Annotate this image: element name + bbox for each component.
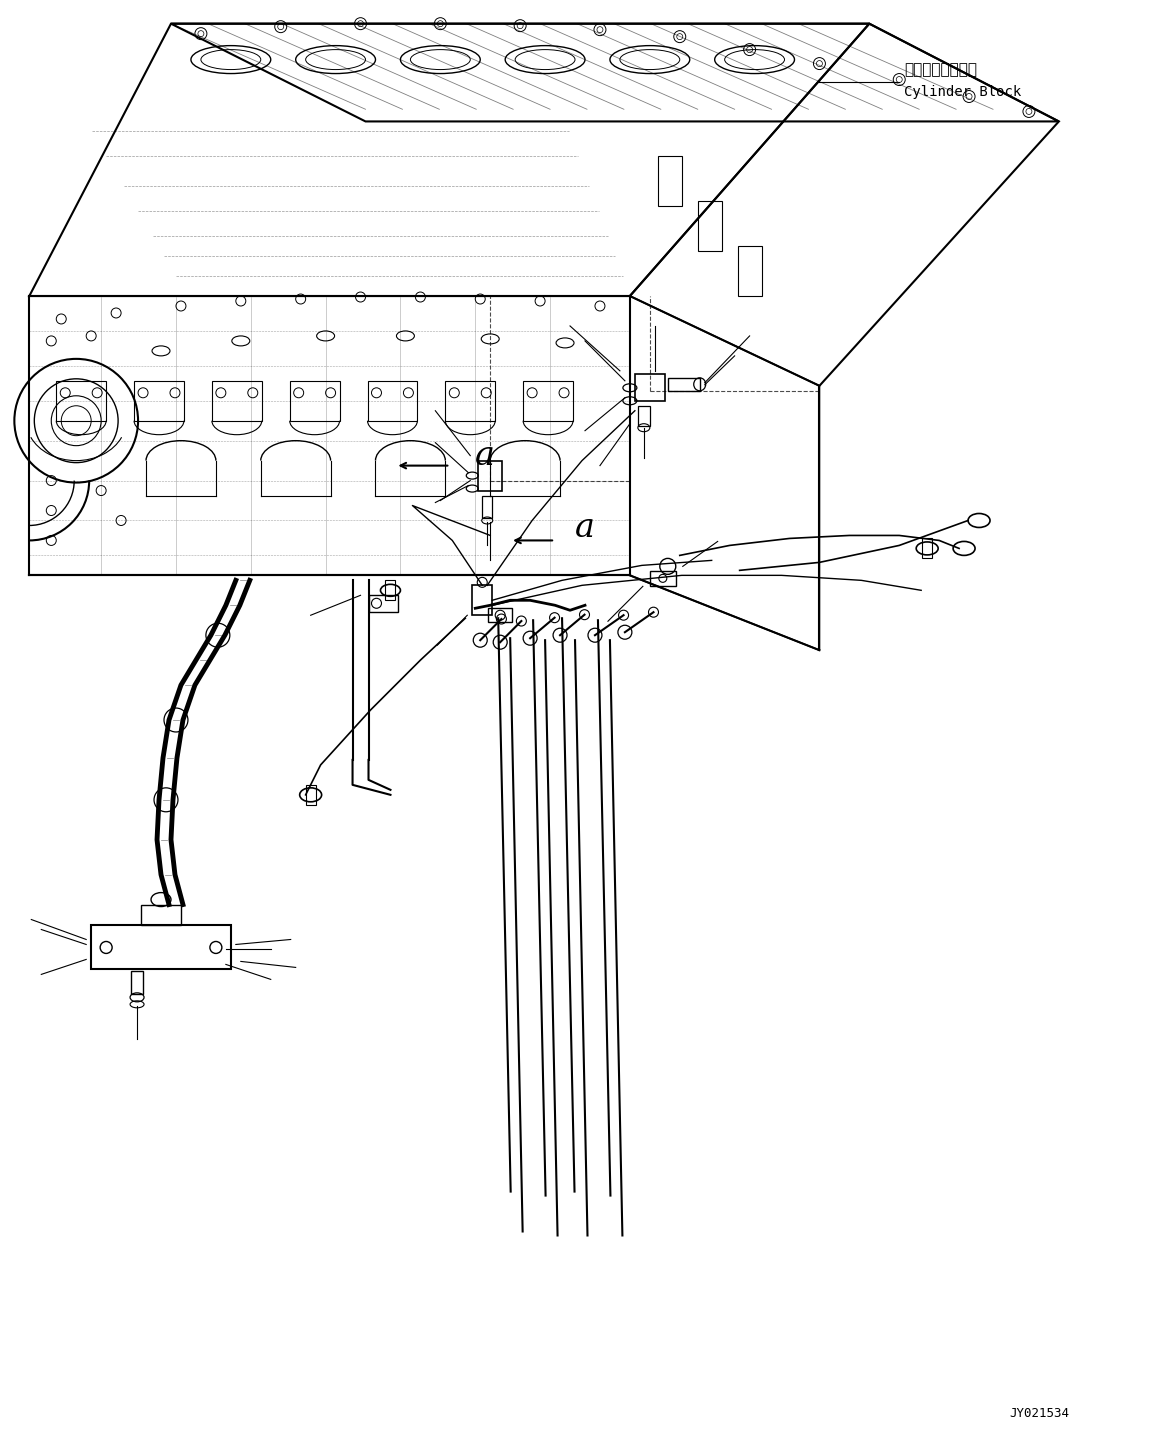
Circle shape bbox=[497, 614, 506, 624]
Circle shape bbox=[550, 612, 559, 622]
Text: シリンダブロック: シリンダブロック bbox=[904, 62, 977, 77]
Circle shape bbox=[579, 609, 590, 619]
Text: JY021534: JY021534 bbox=[1009, 1406, 1069, 1419]
Circle shape bbox=[618, 625, 632, 640]
Circle shape bbox=[473, 634, 487, 647]
Circle shape bbox=[516, 617, 527, 627]
Text: a: a bbox=[575, 513, 595, 544]
Circle shape bbox=[554, 628, 568, 643]
Circle shape bbox=[523, 631, 537, 645]
Text: a: a bbox=[476, 439, 495, 472]
Circle shape bbox=[588, 628, 602, 643]
Circle shape bbox=[649, 606, 658, 617]
Circle shape bbox=[493, 635, 507, 650]
Text: Cylinder Block: Cylinder Block bbox=[904, 85, 1021, 98]
Circle shape bbox=[619, 611, 628, 619]
